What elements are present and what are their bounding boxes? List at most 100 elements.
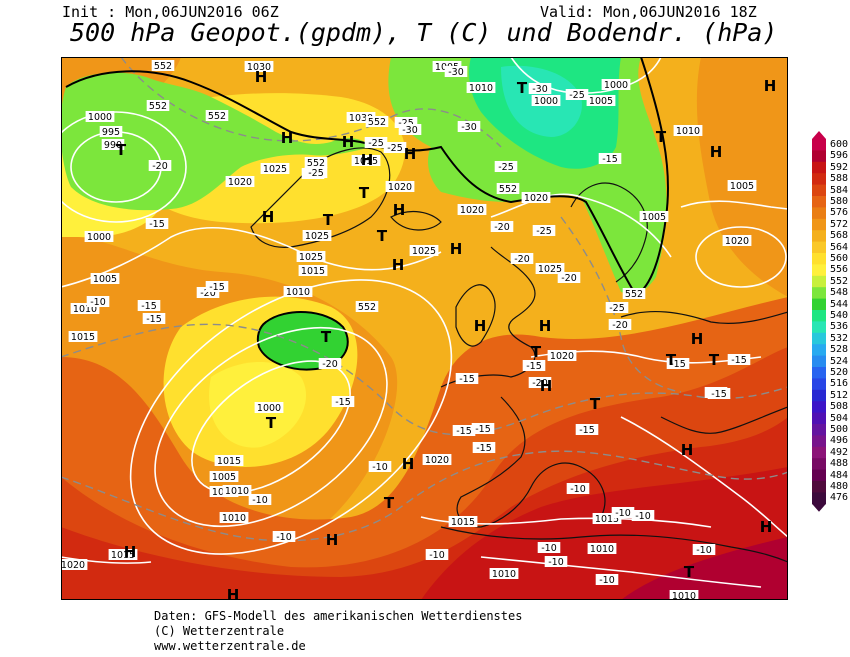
pressure-label: 1025 bbox=[412, 246, 436, 257]
geopotential-label: 552 bbox=[307, 158, 325, 169]
pressure-label-box bbox=[592, 513, 622, 524]
weather-map: 1030 1005 1010 1000 1005 1000 995 990 1000 1020 10… bbox=[61, 57, 788, 600]
pressure-label: 1020 bbox=[388, 182, 412, 193]
temperature-label-box bbox=[318, 358, 342, 369]
temperature-label: -20 bbox=[532, 378, 548, 389]
geopotential-label-box bbox=[304, 157, 328, 168]
pressure-label-box bbox=[639, 211, 669, 222]
temperature-label-box bbox=[544, 556, 568, 567]
low-pressure-center: T bbox=[323, 211, 334, 229]
temperature-label-box bbox=[522, 360, 546, 371]
temperature-label: -15 bbox=[459, 374, 475, 385]
low-pressure-center: T bbox=[666, 351, 677, 369]
pressure-label: 1010 bbox=[225, 486, 249, 497]
pressure-label-box bbox=[535, 263, 565, 274]
temperature-label-box bbox=[368, 461, 392, 472]
low-pressure-center: T bbox=[517, 79, 528, 97]
temperature-label: -10 bbox=[570, 484, 586, 495]
temperature-label-box bbox=[471, 423, 495, 434]
fill-596 bbox=[621, 537, 788, 600]
pressure-label: 1010 bbox=[590, 544, 614, 555]
pressure-label-box bbox=[260, 163, 290, 174]
legend-swatch bbox=[812, 150, 826, 163]
temperature-label: -15 bbox=[335, 397, 351, 408]
pressure-label-box bbox=[547, 350, 577, 361]
temperature-label: -20 bbox=[494, 222, 510, 233]
pressure-label: 1030 bbox=[349, 113, 373, 124]
fill-green-greenland bbox=[61, 72, 371, 211]
high-pressure-center: H bbox=[402, 455, 415, 473]
pressure-label-box bbox=[68, 331, 98, 342]
pressure-label: 1025 bbox=[538, 264, 562, 275]
pressure-label: 1010 bbox=[676, 126, 700, 137]
pressure-label-box bbox=[302, 230, 332, 241]
geopotential-label: 552 bbox=[625, 289, 643, 300]
pressure-label: 1005 bbox=[212, 472, 236, 483]
temperature-label-box bbox=[444, 66, 468, 77]
temperature-label: -25 bbox=[387, 143, 403, 154]
pressure-label-box bbox=[85, 111, 115, 122]
pressure-label-box bbox=[254, 402, 284, 413]
pressure-label: 1015 bbox=[595, 514, 619, 525]
low-pressure-center: T bbox=[384, 494, 395, 512]
temperature-label-box bbox=[707, 388, 731, 399]
temperature-label: -10 bbox=[599, 575, 615, 586]
temperature-label: -20 bbox=[514, 254, 530, 265]
footer-website[interactable]: www.wetterzentrale.de bbox=[154, 639, 306, 653]
coastlines bbox=[250, 147, 788, 563]
low-pressure-center: T bbox=[377, 227, 388, 245]
legend-swatch bbox=[812, 446, 826, 459]
legend-label: 520 bbox=[830, 367, 849, 378]
legend-swatch bbox=[812, 332, 826, 345]
pressure-label: 1010 bbox=[73, 304, 97, 315]
temperature-label-box bbox=[528, 377, 552, 388]
legend-label: 508 bbox=[830, 401, 849, 413]
pressure-label: 1020 bbox=[460, 205, 484, 216]
geopotential-label: 552 bbox=[368, 117, 386, 128]
valid-time: Valid: Mon,06JUN2016 18Z bbox=[540, 3, 757, 21]
pressure-label-box bbox=[84, 231, 114, 242]
temperature-label-box bbox=[666, 358, 690, 369]
high-pressure-center: H bbox=[361, 151, 374, 169]
temperature-label: -20 bbox=[612, 320, 628, 331]
high-pressure-center: H bbox=[227, 586, 240, 600]
legend-label: 532 bbox=[830, 332, 849, 344]
temperature-label-box bbox=[145, 218, 169, 229]
legend-swatch bbox=[812, 412, 826, 425]
geopotential-label-box bbox=[496, 183, 520, 194]
pressure-label-box bbox=[90, 273, 120, 284]
pressure-label: 1015 bbox=[451, 517, 475, 528]
temperature-label-box bbox=[142, 313, 166, 324]
legend-swatch bbox=[812, 481, 826, 493]
legend-label: 504 bbox=[830, 412, 849, 424]
map-title: 500 hPa Geopot.(gpdm), T (C) und Bodendr… bbox=[70, 18, 778, 47]
temperature-label-box bbox=[137, 300, 161, 311]
geopotential-label: 552 bbox=[149, 101, 167, 112]
legend-swatch bbox=[812, 401, 826, 414]
temperature-label-box bbox=[490, 221, 514, 232]
legend-label: 572 bbox=[830, 218, 849, 230]
pressure-label: 1020 bbox=[61, 560, 85, 571]
legend-swatch bbox=[812, 207, 826, 220]
temperature-label-box bbox=[425, 549, 449, 560]
temperature-label: -15 bbox=[146, 314, 162, 325]
footer-copyright: (C) Wetterzentrale bbox=[154, 624, 285, 638]
legend-label: 480 bbox=[830, 481, 849, 492]
pressure-label: 1000 bbox=[87, 232, 111, 243]
geopotential-label-box bbox=[151, 60, 175, 71]
legend-label: 580 bbox=[830, 196, 849, 207]
temperature-label-box bbox=[248, 494, 272, 505]
pressure-label: 1020 bbox=[725, 236, 749, 247]
temperature-label-box bbox=[398, 124, 422, 135]
legend-swatch bbox=[812, 241, 826, 254]
low-pressure-center: T bbox=[656, 128, 667, 146]
legend-label: 564 bbox=[830, 241, 849, 253]
pressure-label-box bbox=[531, 95, 561, 106]
low-pressure-center: T bbox=[531, 343, 542, 361]
temperature-label: -15 bbox=[476, 443, 492, 454]
pressure-label: 995 bbox=[102, 127, 120, 138]
temperature-label: -25 bbox=[536, 226, 552, 237]
color-legend bbox=[812, 131, 826, 512]
pressure-label: 1025 bbox=[305, 231, 329, 242]
temperature-label-box bbox=[611, 507, 635, 518]
